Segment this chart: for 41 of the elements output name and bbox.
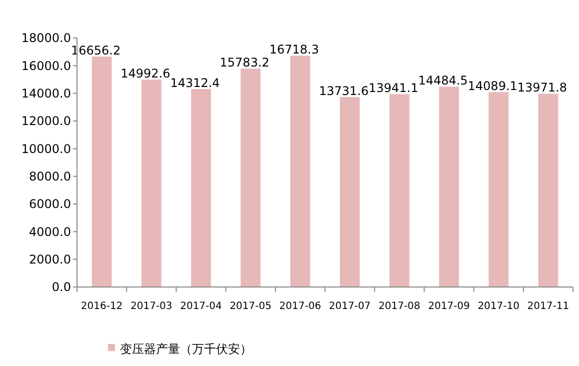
bar <box>92 56 112 287</box>
bar <box>488 92 509 287</box>
x-tick-label: 2017-05 <box>230 301 272 312</box>
y-tick-label: 6000.0 <box>29 197 71 212</box>
x-tick-label: 2017-04 <box>180 301 222 312</box>
x-tick-label: 2017-03 <box>130 301 172 312</box>
y-tick-label: 0.0 <box>52 280 71 294</box>
data-label: 13731.6 <box>318 84 369 98</box>
bar <box>240 68 261 287</box>
data-label: 13971.8 <box>517 80 568 95</box>
data-label: 15783.2 <box>220 56 270 70</box>
x-tick-label: 2017-08 <box>378 301 420 312</box>
y-tick-label: 4000.0 <box>29 224 71 239</box>
x-tick-label: 2017-10 <box>478 301 520 312</box>
bar <box>141 80 162 287</box>
x-tick-label: 2017-11 <box>527 301 570 312</box>
data-label: 14089.1 <box>468 79 518 94</box>
bar <box>439 86 459 287</box>
bar <box>538 94 558 287</box>
x-tick-label: 2016-12 <box>80 301 123 312</box>
data-label: 16718.3 <box>269 42 320 57</box>
y-tick-label: 18000.0 <box>21 31 71 46</box>
bar <box>290 56 310 287</box>
data-label: 13941.1 <box>368 81 418 96</box>
y-tick-label: 16000.0 <box>21 58 71 73</box>
y-tick-label: 8000.0 <box>29 170 71 184</box>
y-tick-label: 14000.0 <box>21 86 71 101</box>
data-label: 14992.6 <box>120 66 170 81</box>
data-label: 14312.4 <box>170 76 220 90</box>
bar <box>389 94 410 287</box>
legend-label: 变压器产量（万千伏安） <box>120 342 252 356</box>
data-label: 16656.2 <box>70 44 121 58</box>
x-tick-label: 2017-09 <box>428 301 470 312</box>
y-tick-label: 10000.0 <box>21 142 71 156</box>
y-tick-label: 12000.0 <box>21 114 71 128</box>
y-tick-label: 2000.0 <box>29 252 71 267</box>
x-tick-label: 2017-07 <box>328 301 371 312</box>
data-label: 14484.5 <box>418 74 468 88</box>
bar <box>191 89 211 287</box>
bar <box>340 97 360 287</box>
x-tick-label: 2017-06 <box>279 301 322 312</box>
